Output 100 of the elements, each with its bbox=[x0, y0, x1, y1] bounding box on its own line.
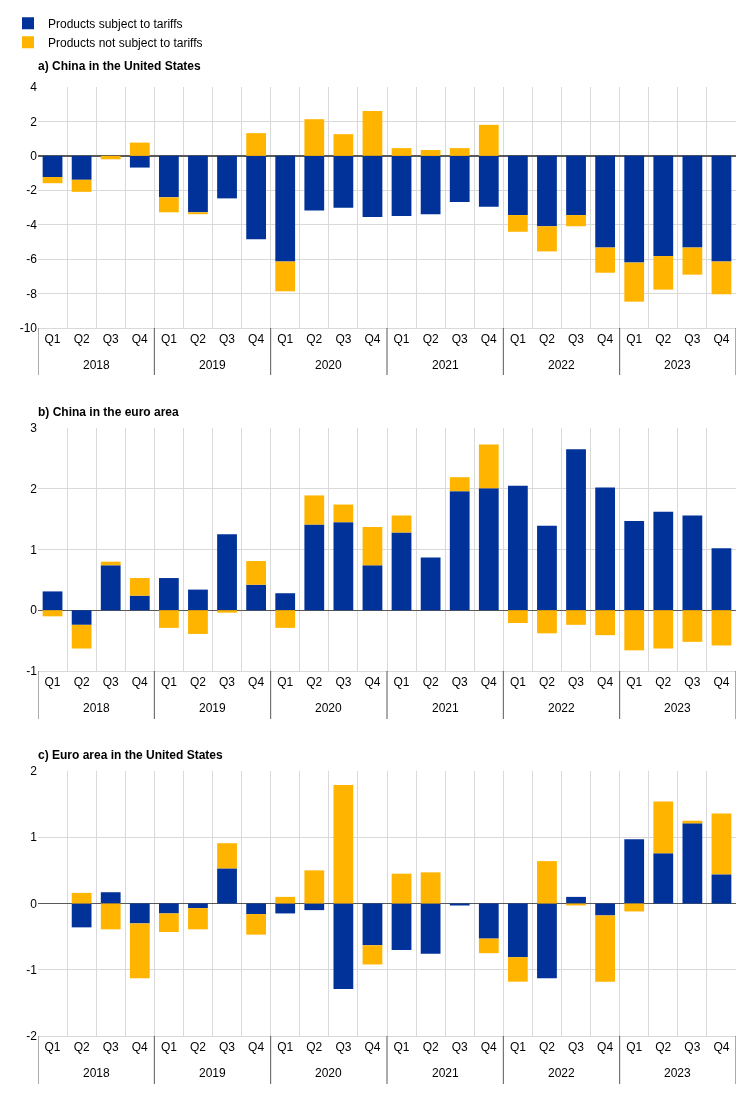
x-tick-label: Q3 bbox=[102, 675, 120, 690]
x-tick-label: Q2 bbox=[73, 332, 90, 347]
x-tick-label: Q1 bbox=[626, 332, 643, 347]
chart-title: c) Euro area in the United States bbox=[38, 748, 224, 763]
bar bbox=[711, 155, 732, 262]
bar bbox=[333, 903, 354, 989]
bar bbox=[100, 903, 121, 930]
x-tick-label: Q3 bbox=[102, 332, 120, 347]
y-tick-label: 0 bbox=[30, 149, 38, 164]
x-tick-label: Q1 bbox=[44, 675, 61, 690]
bar bbox=[478, 444, 499, 489]
bar bbox=[624, 155, 645, 263]
x-tick-label: Q3 bbox=[102, 1040, 120, 1055]
x-tick-label: Q1 bbox=[277, 332, 294, 347]
x-tick-label: Q3 bbox=[219, 675, 236, 690]
bar bbox=[246, 155, 267, 240]
bar bbox=[42, 610, 63, 617]
bar bbox=[129, 595, 150, 611]
bar bbox=[362, 110, 383, 156]
x-tick-label: Q3 bbox=[451, 332, 469, 347]
x-tick-label: Q4 bbox=[364, 675, 381, 690]
x-tick-label: Q3 bbox=[684, 332, 701, 347]
bar bbox=[449, 155, 470, 202]
x-tick-label: Q4 bbox=[713, 1040, 730, 1055]
bar bbox=[129, 923, 150, 979]
bar bbox=[42, 177, 63, 184]
text: 2020 bbox=[315, 1066, 343, 1080]
x-tick-label: Q4 bbox=[480, 675, 498, 690]
bar bbox=[158, 913, 179, 932]
x-tick-label: Q1 bbox=[393, 675, 410, 690]
x-tick-label: Q4 bbox=[597, 675, 614, 690]
bar bbox=[42, 155, 63, 178]
y-tick-label: -8 bbox=[26, 286, 38, 301]
chart-title: b) China in the euro area bbox=[38, 405, 180, 420]
y-tick-label: 4 bbox=[30, 80, 38, 95]
bar bbox=[275, 903, 296, 914]
bar bbox=[246, 903, 267, 915]
bar bbox=[711, 813, 732, 875]
bar bbox=[682, 823, 703, 904]
bar bbox=[304, 119, 325, 156]
bar bbox=[653, 801, 674, 854]
y-tick-label: 0 bbox=[30, 896, 38, 911]
bar bbox=[362, 903, 383, 946]
bar bbox=[217, 843, 237, 869]
y-tick-label: 2 bbox=[30, 114, 38, 129]
y-tick-label: 1 bbox=[30, 542, 38, 557]
bar bbox=[129, 903, 150, 924]
y-tick-label: 0 bbox=[30, 603, 38, 618]
bar bbox=[420, 155, 441, 215]
bar bbox=[711, 548, 732, 611]
bar bbox=[711, 874, 732, 904]
x-tick-label: Q1 bbox=[277, 675, 294, 690]
bar bbox=[71, 610, 92, 625]
bar bbox=[217, 868, 237, 904]
text: 2019 bbox=[199, 358, 227, 372]
bar bbox=[42, 591, 63, 611]
bar bbox=[275, 610, 296, 628]
x-tick-label: Q2 bbox=[655, 675, 672, 690]
bar bbox=[71, 624, 92, 649]
text: 2021 bbox=[432, 701, 460, 715]
x-tick-label: Q1 bbox=[509, 675, 527, 690]
y-tick-label: -1 bbox=[26, 962, 38, 977]
y-tick-label: 3 bbox=[30, 421, 38, 436]
bar bbox=[71, 155, 92, 180]
legend-label: Products not subject to tariffs bbox=[48, 35, 203, 50]
x-tick-label: Q4 bbox=[131, 332, 149, 347]
bar bbox=[158, 155, 179, 198]
bar bbox=[391, 515, 412, 533]
x-tick-label: Q3 bbox=[219, 332, 236, 347]
bar bbox=[129, 142, 150, 156]
bar bbox=[391, 148, 412, 156]
text: 2021 bbox=[432, 358, 460, 372]
text: 2019 bbox=[199, 701, 227, 715]
x-tick-label: Q2 bbox=[655, 1040, 672, 1055]
bar bbox=[188, 908, 208, 930]
bar bbox=[420, 903, 441, 954]
text: 2023 bbox=[664, 701, 692, 715]
text: 2018 bbox=[83, 1066, 111, 1080]
bar bbox=[595, 915, 616, 982]
bar bbox=[391, 532, 412, 611]
bar bbox=[507, 903, 528, 958]
bar bbox=[129, 578, 150, 596]
bar bbox=[333, 155, 354, 208]
x-tick-label: Q3 bbox=[219, 1040, 236, 1055]
bar bbox=[537, 861, 557, 904]
text: 2020 bbox=[315, 701, 343, 715]
x-tick-label: Q4 bbox=[131, 1040, 149, 1055]
bar bbox=[595, 610, 616, 636]
bar bbox=[246, 561, 267, 585]
bar bbox=[682, 515, 703, 611]
bar bbox=[478, 124, 499, 156]
x-tick-label: Q1 bbox=[509, 332, 527, 347]
text: 2018 bbox=[83, 358, 111, 372]
bar bbox=[566, 896, 586, 904]
bar bbox=[478, 938, 499, 954]
x-tick-label: Q2 bbox=[189, 332, 207, 347]
bar bbox=[682, 610, 703, 642]
text: 2019 bbox=[199, 1066, 227, 1080]
bar bbox=[100, 892, 121, 904]
bar bbox=[304, 524, 325, 611]
